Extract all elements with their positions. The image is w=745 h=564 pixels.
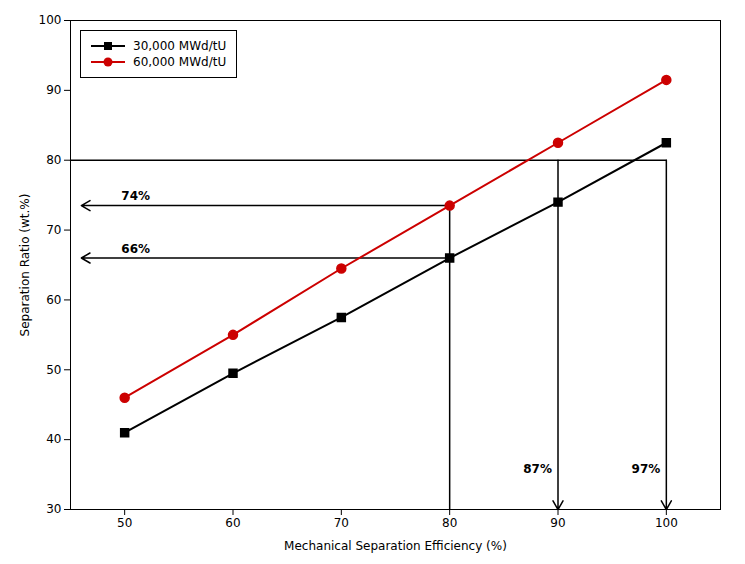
svg-text:40: 40	[46, 432, 61, 446]
html-text:30,000 MWd/tU: 30,000 MWd/tU	[133, 39, 227, 53]
html-text:60,000 MWd/tU: 60,000 MWd/tU	[133, 55, 227, 69]
svg-text:50: 50	[117, 516, 132, 530]
svg-text:60: 60	[225, 516, 240, 530]
svg-text:Mechanical Separation Efficien: Mechanical Separation Efficiency (%)	[284, 539, 507, 553]
svg-text:50: 50	[46, 363, 61, 377]
svg-text:80: 80	[442, 516, 457, 530]
svg-text:60: 60	[46, 293, 61, 307]
svg-text:87%: 87%	[523, 462, 552, 476]
svg-text:70: 70	[46, 223, 61, 237]
svg-text:90: 90	[46, 83, 61, 97]
svg-text:66%: 66%	[121, 242, 150, 256]
svg-text:100: 100	[39, 13, 62, 27]
svg-text:90: 90	[550, 516, 565, 530]
svg-text:74%: 74%	[121, 189, 150, 203]
svg-text:80: 80	[46, 153, 61, 167]
svg-text:100: 100	[655, 516, 678, 530]
svg-text:30: 30	[46, 502, 61, 516]
svg-text:70: 70	[334, 516, 349, 530]
svg-text:Separation Ratio (wt.%): Separation Ratio (wt.%)	[18, 194, 32, 337]
svg-text:97%: 97%	[632, 462, 661, 476]
